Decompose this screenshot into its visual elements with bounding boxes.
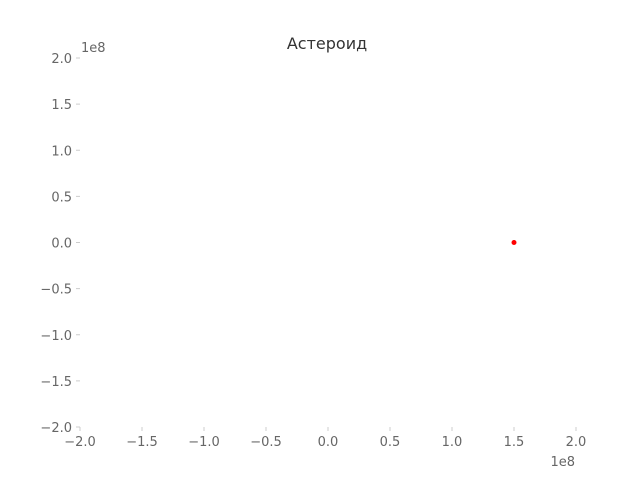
y-tick-label: 2.0 — [51, 52, 72, 67]
y-tick-label: 0.0 — [51, 237, 72, 252]
x-tick-label: −1.5 — [126, 435, 158, 450]
x-tick-label: −2.0 — [64, 435, 96, 450]
y-tick-label: 1.5 — [51, 98, 72, 113]
x-tick-label: 0.0 — [318, 435, 339, 450]
x-tick-label: −0.5 — [250, 435, 282, 450]
data-points — [511, 240, 517, 245]
x-tick-label: 1.0 — [442, 435, 463, 450]
y-tick-label: 0.5 — [51, 190, 72, 205]
x-tick-label: 2.0 — [566, 435, 587, 450]
x-offset-label: 1e8 — [550, 455, 575, 470]
y-tick-label: −0.5 — [40, 283, 72, 298]
x-tick-label: 0.5 — [380, 435, 401, 450]
y-tick-label: −2.0 — [40, 421, 72, 436]
x-tick-label: −1.0 — [188, 435, 220, 450]
chart-title: Астероид — [287, 34, 367, 53]
x-tick-label: 1.5 — [504, 435, 525, 450]
y-tick-label: −1.0 — [40, 329, 72, 344]
x-axis: −2.0 −1.5 −1.0 −0.5 0.0 0.5 1.0 1.5 2.0 — [64, 427, 586, 450]
y-axis: −2.0 −1.5 −1.0 −0.5 0.0 0.5 1.0 1.5 2.0 — [40, 52, 80, 436]
data-point — [511, 240, 517, 245]
y-offset-label: 1e8 — [81, 41, 106, 56]
y-tick-label: 1.0 — [51, 144, 72, 159]
y-tick-label: −1.5 — [40, 375, 72, 390]
